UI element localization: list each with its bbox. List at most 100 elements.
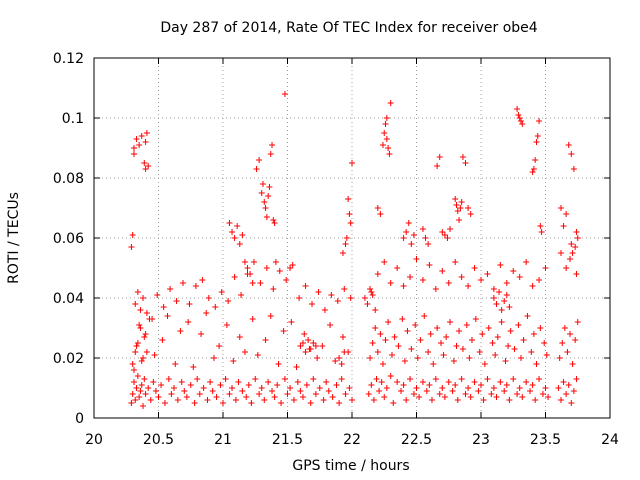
data-point (467, 211, 474, 217)
data-point (490, 385, 497, 391)
data-point (191, 400, 198, 406)
data-point (199, 277, 206, 283)
data-point (462, 391, 469, 397)
data-point (555, 385, 562, 391)
data-point (490, 295, 497, 301)
data-point (394, 265, 401, 271)
data-point (520, 337, 527, 343)
data-point (152, 388, 159, 394)
data-point (133, 136, 140, 142)
data-point (241, 349, 248, 355)
data-point (556, 355, 563, 361)
data-point (536, 277, 543, 283)
data-point (367, 286, 374, 292)
data-point (239, 388, 246, 394)
data-point (281, 91, 288, 97)
data-point (192, 283, 199, 289)
data-point (249, 280, 256, 286)
data-point (332, 358, 339, 364)
data-point (231, 235, 238, 241)
data-point (293, 364, 300, 370)
data-point (488, 391, 495, 397)
data-point (297, 388, 304, 394)
data-point (485, 325, 492, 331)
data-point (382, 121, 389, 127)
data-point (447, 319, 454, 325)
data-point (507, 328, 514, 334)
data-point (349, 397, 355, 403)
data-point (334, 298, 341, 304)
grid (94, 58, 610, 418)
data-point (200, 385, 207, 391)
data-point (336, 355, 343, 361)
data-point (532, 157, 539, 163)
data-point (400, 283, 407, 289)
data-point (434, 325, 441, 331)
data-point (249, 316, 256, 322)
data-point (314, 355, 321, 361)
data-point (545, 394, 552, 400)
data-point (174, 397, 181, 403)
data-point (422, 235, 429, 241)
data-point (164, 313, 171, 319)
data-point (423, 388, 430, 394)
data-point (408, 346, 415, 352)
data-point (142, 139, 149, 145)
data-point (244, 265, 251, 271)
data-point (307, 400, 314, 406)
data-point (178, 379, 185, 385)
data-point (339, 334, 346, 340)
data-point (338, 361, 345, 367)
data-point (129, 391, 136, 397)
data-point (323, 379, 330, 385)
data-point (142, 391, 149, 397)
data-point (343, 235, 350, 241)
data-point (428, 397, 435, 403)
data-point (186, 301, 193, 307)
data-point (262, 205, 269, 211)
data-point (136, 142, 143, 148)
data-point (207, 379, 214, 385)
data-point (342, 391, 349, 397)
data-point (417, 337, 424, 343)
data-point (256, 157, 263, 163)
data-point (172, 361, 179, 367)
data-point (570, 388, 577, 394)
data-point (226, 220, 233, 226)
data-point (447, 226, 454, 232)
data-point (140, 355, 147, 361)
data-point (368, 289, 375, 295)
data-point (450, 358, 457, 364)
data-point (129, 361, 136, 367)
data-point (398, 388, 405, 394)
data-point (261, 397, 268, 403)
data-point (310, 340, 317, 346)
data-point (536, 376, 543, 382)
data-point (149, 316, 156, 322)
data-point (134, 289, 141, 295)
data-point (382, 337, 389, 343)
data-point (463, 322, 470, 328)
y-tick-labels: 0 0.02 0.04 0.06 0.08 0.1 0.12 (53, 51, 84, 427)
data-point (466, 355, 473, 361)
data-point (416, 394, 423, 400)
data-point (247, 271, 254, 277)
data-point (263, 214, 270, 220)
data-point (143, 310, 150, 316)
data-point (347, 295, 354, 301)
data-point (338, 376, 345, 382)
data-point (299, 394, 306, 400)
y-tick-label: 0.02 (53, 351, 84, 367)
data-point (212, 304, 219, 310)
x-tick-label: 24 (601, 432, 619, 448)
data-point (539, 391, 546, 397)
data-point (530, 331, 537, 337)
data-point (537, 325, 544, 331)
data-point (147, 397, 154, 403)
data-point (517, 118, 524, 124)
data-point (374, 271, 381, 277)
data-point (299, 340, 306, 346)
data-point (399, 316, 406, 322)
data-point (284, 391, 291, 397)
data-point (305, 337, 312, 343)
